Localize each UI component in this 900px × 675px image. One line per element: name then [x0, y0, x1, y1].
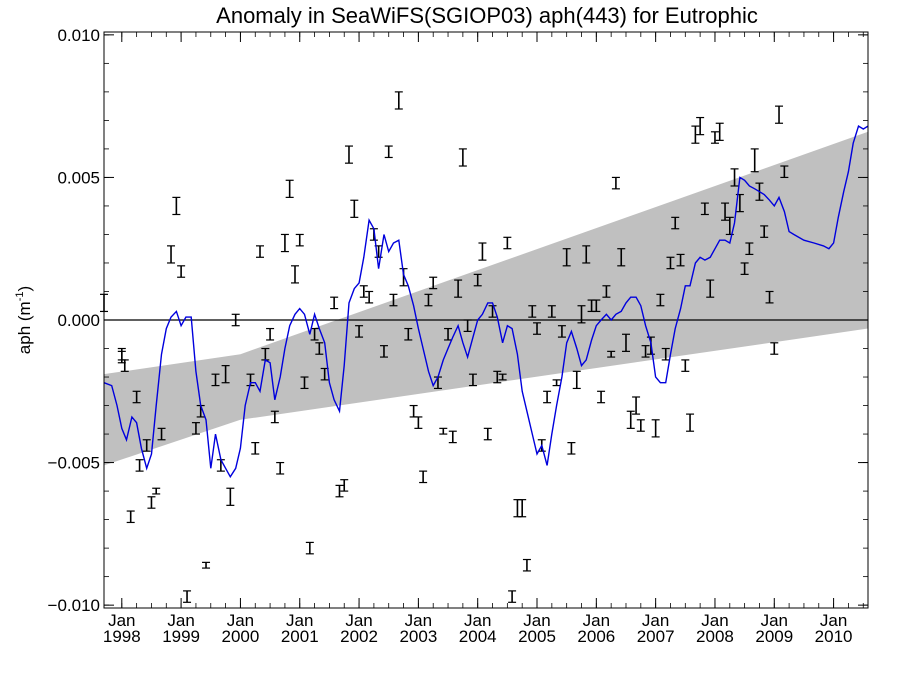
x-tick-year-label: 2005	[518, 627, 556, 646]
x-tick-year-label: 2009	[755, 627, 793, 646]
x-tick-month-label: Jan	[761, 611, 788, 630]
x-tick-year-label: 1999	[162, 627, 200, 646]
x-tick-month-label: Jan	[642, 611, 669, 630]
x-tick-month-label: Jan	[405, 611, 432, 630]
y-axis-label-main: aph (m	[15, 301, 34, 354]
x-tick-month-label: Jan	[464, 611, 491, 630]
x-tick-year-label: 2004	[459, 627, 497, 646]
y-axis-label-superscript: -1	[14, 291, 26, 301]
confidence-band	[104, 131, 868, 466]
x-tick-month-label: Jan	[523, 611, 550, 630]
x-tick-year-label: 2007	[637, 627, 675, 646]
x-tick-month-label: Jan	[820, 611, 847, 630]
x-tick-month-label: Jan	[583, 611, 610, 630]
x-tick-year-label: 2001	[281, 627, 319, 646]
x-tick-year-label: 1998	[103, 627, 141, 646]
series-line	[103, 125, 869, 479]
y-axis-label: aph (m-1)	[14, 286, 34, 354]
y-tick-label: 0.000	[57, 311, 100, 330]
y-tick-label: −0.005	[48, 454, 100, 473]
y-axis-label-close: )	[15, 286, 34, 292]
y-tick-label: −0.010	[48, 596, 100, 615]
x-tick-month-label: Jan	[227, 611, 254, 630]
plot-area: 0.0100.0050.000−0.005−0.010Jan1998Jan199…	[48, 26, 869, 646]
y-tick-label: 0.010	[57, 26, 100, 45]
x-tick-month-label: Jan	[108, 611, 135, 630]
x-tick-year-label: 2000	[222, 627, 260, 646]
x-tick-month-label: Jan	[167, 611, 194, 630]
x-tick-month-label: Jan	[701, 611, 728, 630]
y-tick-label: 0.005	[57, 168, 100, 187]
x-tick-month-label: Jan	[286, 611, 313, 630]
x-tick-year-label: 2010	[815, 627, 853, 646]
x-tick-year-label: 2008	[696, 627, 734, 646]
x-tick-year-label: 2006	[577, 627, 615, 646]
x-tick-year-label: 2003	[399, 627, 437, 646]
x-tick-month-label: Jan	[345, 611, 372, 630]
x-tick-year-label: 2002	[340, 627, 378, 646]
chart-title: Anomaly in SeaWiFS(SGIOP03) aph(443) for…	[216, 3, 758, 28]
